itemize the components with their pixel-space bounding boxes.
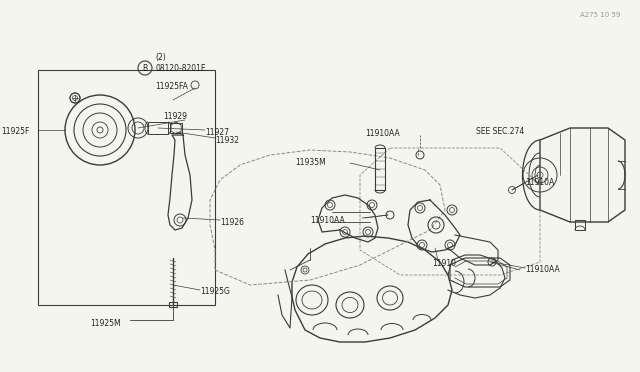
Text: 11910A: 11910A (525, 177, 554, 186)
Text: SEE SEC.274: SEE SEC.274 (476, 126, 524, 135)
Text: 11929: 11929 (163, 112, 187, 121)
Text: B: B (143, 64, 148, 73)
Text: 08120-8201E: 08120-8201E (155, 64, 205, 73)
Text: A275 10 59: A275 10 59 (580, 12, 620, 18)
Text: 11926: 11926 (220, 218, 244, 227)
Text: 11925M: 11925M (90, 318, 120, 327)
Text: 11925G: 11925G (200, 288, 230, 296)
Text: 11910AA: 11910AA (525, 266, 560, 275)
Text: 11927: 11927 (205, 128, 229, 137)
Text: 11925F: 11925F (1, 126, 29, 135)
Text: 11925FA: 11925FA (155, 81, 188, 90)
Text: 11935M: 11935M (295, 157, 326, 167)
Text: 11932: 11932 (215, 135, 239, 144)
Text: 11910: 11910 (432, 259, 456, 267)
Text: 11910AA: 11910AA (365, 128, 400, 138)
Text: 11910AA: 11910AA (310, 215, 345, 224)
Text: (2): (2) (155, 52, 166, 61)
